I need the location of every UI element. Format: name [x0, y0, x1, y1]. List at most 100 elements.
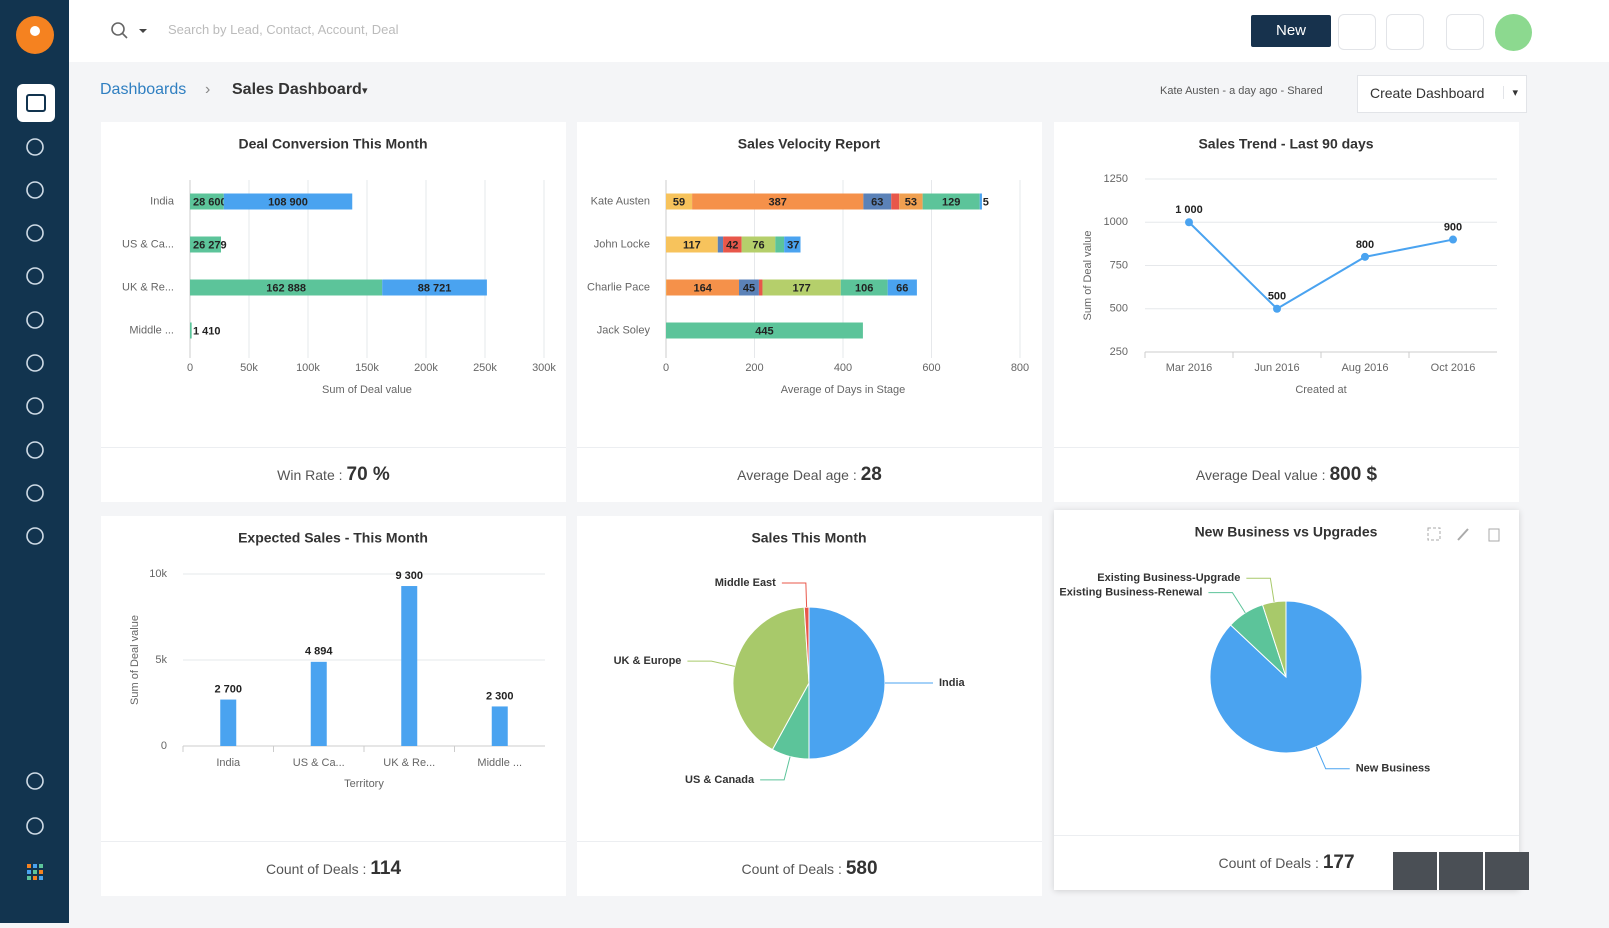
- y-tick-label: 10k: [149, 568, 167, 580]
- pie-label: US & Canada: [685, 774, 755, 786]
- x-axis-label: Sum of Deal value: [322, 384, 412, 396]
- leader-line: [687, 661, 734, 666]
- create-dashboard-caret[interactable]: ▾: [1503, 86, 1518, 99]
- apps-dot[interactable]: [27, 870, 31, 874]
- x-tick-label: 0: [187, 362, 193, 374]
- y-tick-label: 1000: [1104, 216, 1128, 228]
- value-label: 26 279: [193, 239, 227, 251]
- chart-title: Deal Conversion This Month: [238, 136, 427, 152]
- y-axis-label: Sum of Deal value: [1082, 231, 1094, 321]
- pie-label: India: [939, 677, 966, 689]
- value-label: 9 300: [395, 570, 423, 582]
- toolbar-grid-button[interactable]: [1393, 852, 1437, 890]
- apps-dot[interactable]: [39, 864, 43, 868]
- x-axis-label: Created at: [1295, 384, 1346, 396]
- value-label: 76: [752, 239, 764, 251]
- bell-button[interactable]: [1446, 14, 1484, 50]
- x-tick-label: 200: [745, 362, 763, 374]
- nav-icon[interactable]: [27, 268, 43, 284]
- nav-icon[interactable]: [27, 312, 43, 328]
- nav-icon[interactable]: [27, 818, 43, 834]
- point: [1273, 305, 1281, 313]
- focus-icon[interactable]: [1428, 528, 1440, 540]
- breadcrumb-current[interactable]: Sales Dashboard: [232, 81, 362, 99]
- nav-icon[interactable]: [27, 355, 43, 371]
- nav-icon[interactable]: [27, 485, 43, 501]
- bar: [220, 700, 236, 746]
- x-tick-label: UK & Re...: [383, 757, 435, 769]
- active-nav[interactable]: [17, 84, 55, 122]
- nav-icon[interactable]: [27, 182, 43, 198]
- x-tick-label: 300k: [532, 362, 556, 374]
- apps-dot[interactable]: [33, 870, 37, 874]
- dropdown-caret[interactable]: ▾: [362, 84, 368, 97]
- summary: Count of Deals :580: [577, 841, 1042, 896]
- value-label: 4 894: [305, 646, 333, 658]
- apps-dot[interactable]: [33, 864, 37, 868]
- chart-title: Sales Velocity Report: [738, 136, 881, 152]
- y-tick-label: 250: [1110, 346, 1128, 358]
- value-label: 387: [769, 196, 787, 208]
- summary-value: 580: [846, 858, 878, 879]
- create-dashboard-button[interactable]: Create Dashboard ▾: [1357, 75, 1527, 113]
- y-tick-label: US & Ca...: [122, 238, 174, 250]
- x-tick-label: Aug 2016: [1341, 362, 1388, 374]
- apps-dot[interactable]: [27, 864, 31, 868]
- bar-segment: [190, 323, 192, 339]
- value-label: 5: [983, 196, 989, 208]
- chart-title: Sales Trend - Last 90 days: [1198, 136, 1373, 152]
- value-label: 59: [673, 196, 685, 208]
- avatar[interactable]: [1495, 14, 1532, 51]
- search-icon[interactable]: [109, 20, 149, 42]
- summary-label: Count of Deals :: [1218, 855, 1318, 871]
- value-label: 37: [787, 239, 799, 251]
- value-label: 28 600: [193, 196, 227, 208]
- new-button[interactable]: New: [1251, 15, 1331, 47]
- x-tick-label: Middle ...: [477, 757, 522, 769]
- edit-icon[interactable]: [1458, 529, 1468, 540]
- sidebar-icons: [0, 0, 69, 923]
- x-tick-label: India: [216, 757, 241, 769]
- nav-icon[interactable]: [27, 398, 43, 414]
- nav-icon[interactable]: [27, 139, 43, 155]
- apps-dot[interactable]: [39, 876, 43, 880]
- y-tick-label: 5k: [155, 654, 167, 666]
- nav-icon[interactable]: [27, 528, 43, 544]
- bar: [311, 662, 327, 746]
- nav-icon[interactable]: [27, 442, 43, 458]
- create-dashboard-label: Create Dashboard: [1370, 85, 1484, 101]
- value-label: 88 721: [418, 282, 452, 294]
- breadcrumb-root[interactable]: Dashboards: [100, 81, 186, 99]
- nav-icon[interactable]: [27, 773, 43, 789]
- y-tick-label: Charlie Pace: [587, 281, 650, 293]
- x-tick-label: 600: [922, 362, 940, 374]
- delete-icon[interactable]: [1489, 529, 1499, 541]
- apps-dot[interactable]: [39, 870, 43, 874]
- summary: Win Rate :70 %: [101, 447, 566, 502]
- phone-button[interactable]: [1338, 14, 1376, 50]
- bar: [492, 706, 508, 746]
- y-tick-label: 500: [1110, 303, 1128, 315]
- point: [1185, 218, 1193, 226]
- summary-value: 70 %: [347, 464, 390, 485]
- summary: Count of Deals :114: [101, 841, 566, 896]
- apps-dot[interactable]: [27, 876, 31, 880]
- apps-dot[interactable]: [33, 876, 37, 880]
- toolbar-screen-button[interactable]: [1485, 852, 1529, 890]
- leader-line: [1208, 593, 1245, 613]
- search-input[interactable]: Search by Lead, Contact, Account, Deal: [168, 22, 399, 37]
- toolbar-link-button[interactable]: [1439, 852, 1483, 890]
- value-label: 1 000: [1175, 204, 1203, 216]
- summary-label: Average Deal age :: [737, 467, 857, 483]
- y-tick-label: 0: [161, 740, 167, 752]
- pie-label: Existing Business-Upgrade: [1097, 572, 1240, 584]
- mail-button[interactable]: [1386, 14, 1424, 50]
- x-tick-label: 50k: [240, 362, 258, 374]
- search-caret: [139, 29, 147, 33]
- nav-icon[interactable]: [27, 225, 43, 241]
